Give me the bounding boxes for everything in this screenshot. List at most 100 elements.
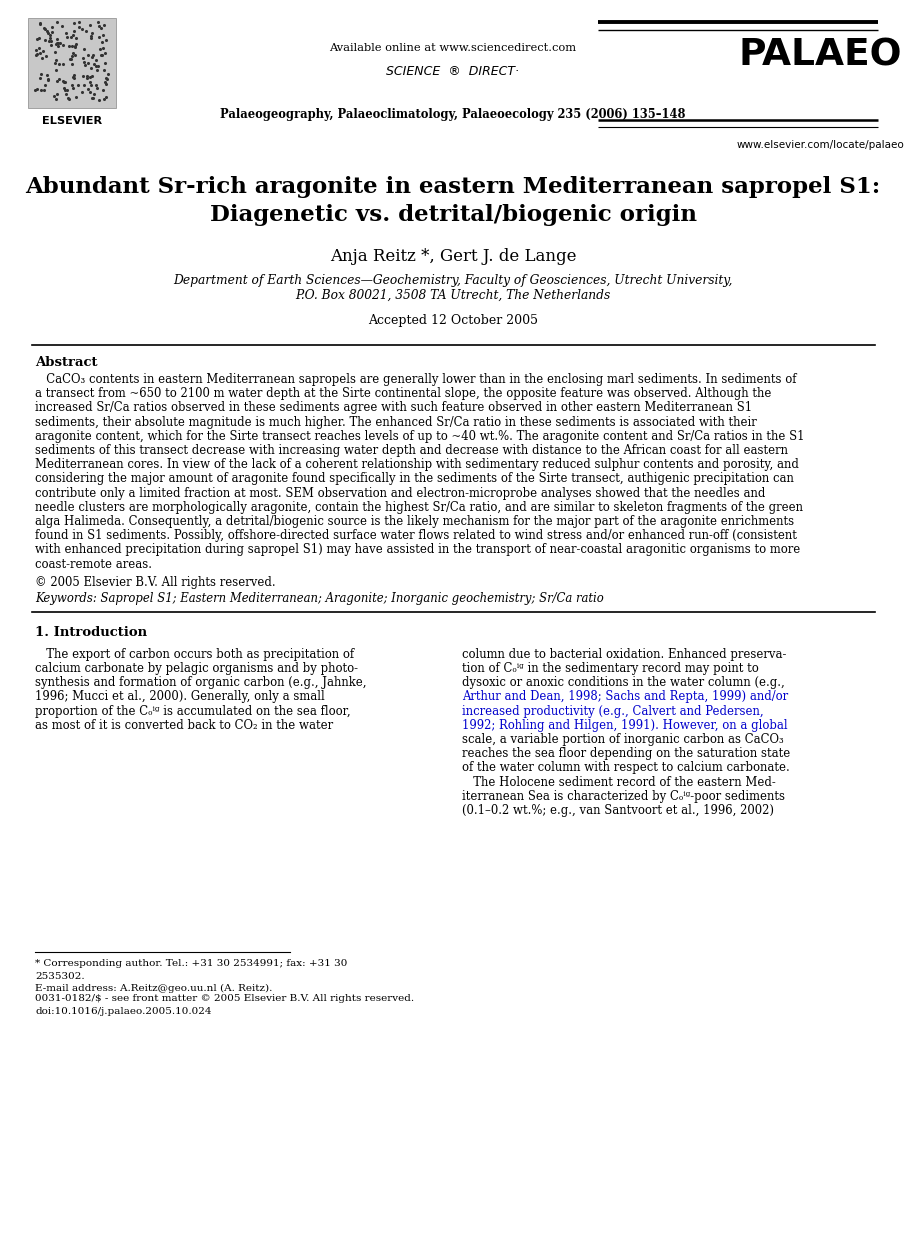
Text: P.O. Box 80021, 3508 TA Utrecht, The Netherlands: P.O. Box 80021, 3508 TA Utrecht, The Net… bbox=[296, 288, 610, 302]
Point bbox=[86, 84, 101, 104]
Point bbox=[93, 40, 107, 59]
Point bbox=[69, 28, 83, 48]
Point bbox=[37, 30, 52, 50]
Point bbox=[101, 64, 115, 84]
Point bbox=[90, 78, 104, 98]
Point bbox=[41, 69, 55, 89]
Text: calcium carbonate by pelagic organisms and by photo-: calcium carbonate by pelagic organisms a… bbox=[35, 662, 358, 675]
Point bbox=[60, 27, 74, 47]
Point bbox=[56, 36, 71, 56]
Text: coast-remote areas.: coast-remote areas. bbox=[35, 557, 152, 571]
Point bbox=[29, 79, 44, 99]
Point bbox=[55, 16, 70, 36]
Point bbox=[86, 88, 101, 108]
Point bbox=[97, 59, 112, 79]
Point bbox=[64, 27, 79, 47]
Point bbox=[84, 88, 99, 108]
Point bbox=[96, 25, 111, 45]
Point bbox=[95, 32, 110, 52]
Point bbox=[97, 15, 112, 35]
Point bbox=[99, 68, 113, 88]
Point bbox=[57, 72, 72, 92]
Point bbox=[71, 76, 85, 95]
Point bbox=[50, 72, 64, 92]
Bar bbox=[28, 19, 116, 108]
Text: doi:10.1016/j.palaeo.2005.10.024: doi:10.1016/j.palaeo.2005.10.024 bbox=[35, 1006, 211, 1016]
Text: E-mail address: A.Reitz@geo.uu.nl (A. Reitz).: E-mail address: A.Reitz@geo.uu.nl (A. Re… bbox=[35, 984, 272, 993]
Point bbox=[77, 52, 92, 72]
Point bbox=[44, 32, 58, 52]
Text: synthesis and formation of organic carbon (e.g., Jahnke,: synthesis and formation of organic carbo… bbox=[35, 676, 366, 690]
Point bbox=[49, 50, 63, 69]
Point bbox=[88, 50, 102, 69]
Text: increased Sr/Ca ratios observed in these sediments agree with such feature obser: increased Sr/Ca ratios observed in these… bbox=[35, 401, 752, 415]
Point bbox=[50, 12, 64, 32]
Text: Available online at www.sciencedirect.com: Available online at www.sciencedirect.co… bbox=[329, 43, 577, 53]
Text: a transect from ~650 to 2100 m water depth at the Sirte continental slope, the o: a transect from ~650 to 2100 m water dep… bbox=[35, 387, 771, 400]
Point bbox=[81, 79, 95, 99]
Text: The export of carbon occurs both as precipitation of: The export of carbon occurs both as prec… bbox=[35, 647, 354, 661]
Point bbox=[44, 16, 59, 36]
Point bbox=[40, 21, 54, 41]
Point bbox=[51, 33, 65, 53]
Text: 0031-0182/$ - see front matter © 2005 Elsevier B.V. All rights reserved.: 0031-0182/$ - see front matter © 2005 El… bbox=[35, 994, 414, 1003]
Point bbox=[94, 46, 109, 66]
Text: of the water column with respect to calcium carbonate.: of the water column with respect to calc… bbox=[462, 761, 790, 775]
Point bbox=[97, 89, 112, 109]
Point bbox=[64, 50, 79, 69]
Point bbox=[56, 78, 71, 98]
Point bbox=[83, 27, 98, 47]
Text: (0.1–0.2 wt.%; e.g., van Santvoort et al., 1996, 2002): (0.1–0.2 wt.%; e.g., van Santvoort et al… bbox=[462, 803, 774, 817]
Point bbox=[47, 42, 62, 62]
Point bbox=[77, 76, 92, 95]
Point bbox=[72, 17, 86, 37]
Text: found in S1 sediments. Possibly, offshore-directed surface water flows related t: found in S1 sediments. Possibly, offshor… bbox=[35, 529, 797, 542]
Point bbox=[84, 47, 99, 67]
Point bbox=[55, 72, 70, 92]
Point bbox=[99, 87, 113, 106]
Text: as most of it is converted back to CO₂ in the water: as most of it is converted back to CO₂ i… bbox=[35, 719, 333, 732]
Point bbox=[84, 24, 99, 43]
Point bbox=[66, 43, 81, 63]
Text: * Corresponding author. Tel.: +31 30 2534991; fax: +31 30: * Corresponding author. Tel.: +31 30 253… bbox=[35, 959, 347, 968]
Point bbox=[76, 66, 91, 85]
Point bbox=[65, 36, 80, 56]
Text: proportion of the Cₒⁱᵍ is accumulated on the sea floor,: proportion of the Cₒⁱᵍ is accumulated on… bbox=[35, 704, 351, 718]
Point bbox=[79, 21, 93, 41]
Point bbox=[41, 24, 55, 43]
Point bbox=[50, 30, 64, 50]
Text: Palaeogeography, Palaeoclimatology, Palaeoecology 235 (2006) 135–148: Palaeogeography, Palaeoclimatology, Pala… bbox=[220, 108, 686, 121]
Point bbox=[92, 27, 106, 47]
Point bbox=[66, 25, 81, 45]
Point bbox=[68, 37, 83, 57]
Point bbox=[33, 68, 47, 88]
Point bbox=[30, 45, 44, 64]
Point bbox=[83, 15, 97, 35]
Point bbox=[35, 41, 50, 61]
Point bbox=[88, 76, 102, 95]
Point bbox=[58, 80, 73, 100]
Point bbox=[37, 17, 52, 37]
Point bbox=[83, 72, 98, 92]
Text: 1. Introduction: 1. Introduction bbox=[35, 625, 147, 639]
Point bbox=[67, 36, 82, 56]
Point bbox=[90, 61, 104, 80]
Point bbox=[83, 67, 98, 87]
Point bbox=[91, 56, 105, 76]
Point bbox=[46, 85, 61, 105]
Point bbox=[94, 17, 109, 37]
Point bbox=[48, 89, 63, 109]
Point bbox=[67, 21, 82, 41]
Point bbox=[52, 54, 66, 74]
Point bbox=[72, 12, 86, 32]
Point bbox=[80, 66, 94, 85]
Text: Arthur and Dean, 1998; Sachs and Repta, 1999) and/or: Arthur and Dean, 1998; Sachs and Repta, … bbox=[462, 691, 788, 703]
Point bbox=[84, 66, 99, 85]
Point bbox=[98, 43, 112, 63]
Point bbox=[47, 53, 62, 73]
Text: The Holocene sediment record of the eastern Med-: The Holocene sediment record of the east… bbox=[462, 775, 775, 789]
Text: 2535302.: 2535302. bbox=[35, 972, 84, 980]
Point bbox=[28, 41, 43, 61]
Point bbox=[98, 53, 112, 73]
Point bbox=[91, 12, 105, 32]
